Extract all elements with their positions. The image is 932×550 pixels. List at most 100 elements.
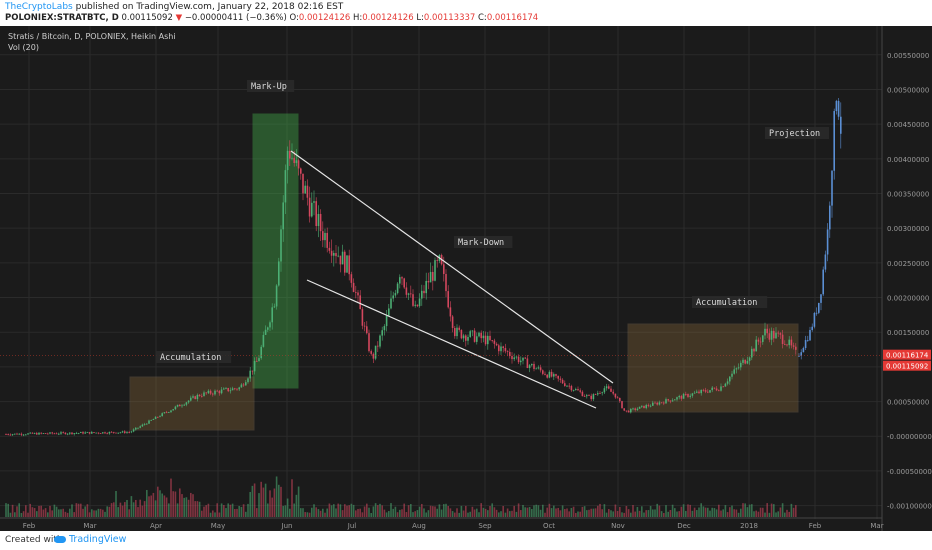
volume-bar [502, 505, 504, 517]
volume-bar [700, 503, 702, 517]
candle-body [687, 393, 689, 397]
candle-body [425, 280, 427, 294]
candle-body [260, 346, 262, 359]
price-chart[interactable]: 0.00550000 0.00500000 0.00450000 0.00400000… [0, 26, 932, 531]
volume-bar [566, 508, 568, 517]
candle-body [357, 292, 359, 296]
volume-bar [762, 507, 764, 517]
volume-bar [619, 506, 621, 517]
volume-bar [517, 503, 520, 517]
volume-bar [9, 512, 12, 517]
volume-bar [669, 509, 672, 517]
volume-bar [319, 510, 322, 517]
chart-panel[interactable]: 0.00550000 0.00500000 0.00450000 0.00400000… [0, 26, 932, 531]
volume-bar [75, 503, 78, 517]
volume-bar [38, 505, 40, 517]
candle-body [198, 394, 201, 396]
volume-bar [647, 510, 650, 517]
volume-bar [168, 503, 170, 517]
candle-body [355, 291, 357, 293]
volume-bar [187, 499, 190, 517]
volume-bar [676, 511, 678, 517]
candle-body [665, 399, 667, 404]
volume-bar [443, 504, 445, 517]
candle-body [190, 397, 192, 401]
c-value: 0.00116174 [486, 13, 539, 23]
volume-bar [775, 512, 777, 517]
candle-body [621, 401, 623, 409]
author-link[interactable]: TheCryptoLabs [5, 2, 73, 12]
candle-body [733, 369, 735, 374]
volume-bar [548, 503, 551, 517]
candle-body [69, 432, 71, 434]
volume-bar [350, 503, 353, 517]
volume-bar [768, 512, 771, 517]
candle-body [326, 232, 328, 248]
candle-body [726, 381, 729, 384]
candle-body [735, 368, 738, 370]
volume-bar [97, 508, 100, 517]
volume-bar [159, 490, 161, 517]
candle-body [506, 351, 509, 353]
volume-bar [326, 508, 328, 517]
candle-body [566, 385, 568, 387]
candle-body [542, 370, 544, 374]
volume-bar [612, 511, 614, 517]
volume-bar [599, 503, 601, 517]
volume-bar [291, 479, 293, 517]
projection-candle [815, 312, 818, 314]
x-tick-label: Aug [412, 522, 426, 530]
volume-bar [203, 506, 205, 517]
volume-bar [561, 505, 564, 517]
candle-body [73, 433, 75, 435]
candle-body [97, 432, 100, 434]
candle-body [561, 379, 564, 384]
last-price-text: 0.00116174 [886, 352, 929, 360]
candle-body [559, 378, 562, 380]
volume-bar [269, 490, 271, 517]
candle-body [667, 399, 669, 401]
volume-bar [698, 507, 700, 517]
candle-body [256, 360, 258, 362]
candle-body [22, 434, 25, 436]
volume-bar [748, 504, 751, 517]
candle-body [225, 387, 227, 389]
candle-body [764, 328, 766, 336]
candle-body [207, 390, 210, 394]
volume-bar [401, 509, 403, 517]
volume-bar [513, 505, 515, 517]
candle-body [451, 316, 454, 328]
candle-body [700, 389, 702, 394]
candle-body [396, 283, 399, 294]
candle-body [62, 432, 64, 434]
candle-body [372, 353, 375, 359]
tradingview-brand[interactable]: TradingView [69, 534, 127, 545]
volume-bar [632, 505, 634, 517]
volume-bar [124, 502, 126, 517]
volume-bar [658, 505, 661, 517]
candle-body [792, 345, 795, 347]
y-tick-label: 0.00200000 [887, 295, 929, 303]
candle-body [170, 410, 172, 413]
volume-bar [790, 503, 793, 517]
candle-body [599, 393, 601, 394]
volume-bar [256, 508, 258, 517]
candle-body [740, 362, 742, 368]
candle-body [531, 363, 533, 366]
candle-body [25, 434, 27, 436]
candle-body [502, 346, 504, 348]
candle-body [289, 150, 291, 159]
volume-bar [407, 505, 410, 517]
candle-body [154, 416, 157, 420]
volume-bar [31, 507, 34, 517]
volume-bar [445, 503, 447, 517]
volume-bar [621, 512, 623, 517]
projection-candle [807, 340, 809, 341]
volume-bar [718, 504, 720, 517]
volume-bar [53, 504, 56, 517]
candle-body [645, 405, 647, 409]
volume-bar [249, 491, 251, 517]
volume-bar [99, 508, 102, 517]
candle-body [286, 150, 289, 171]
candle-body [126, 432, 128, 433]
